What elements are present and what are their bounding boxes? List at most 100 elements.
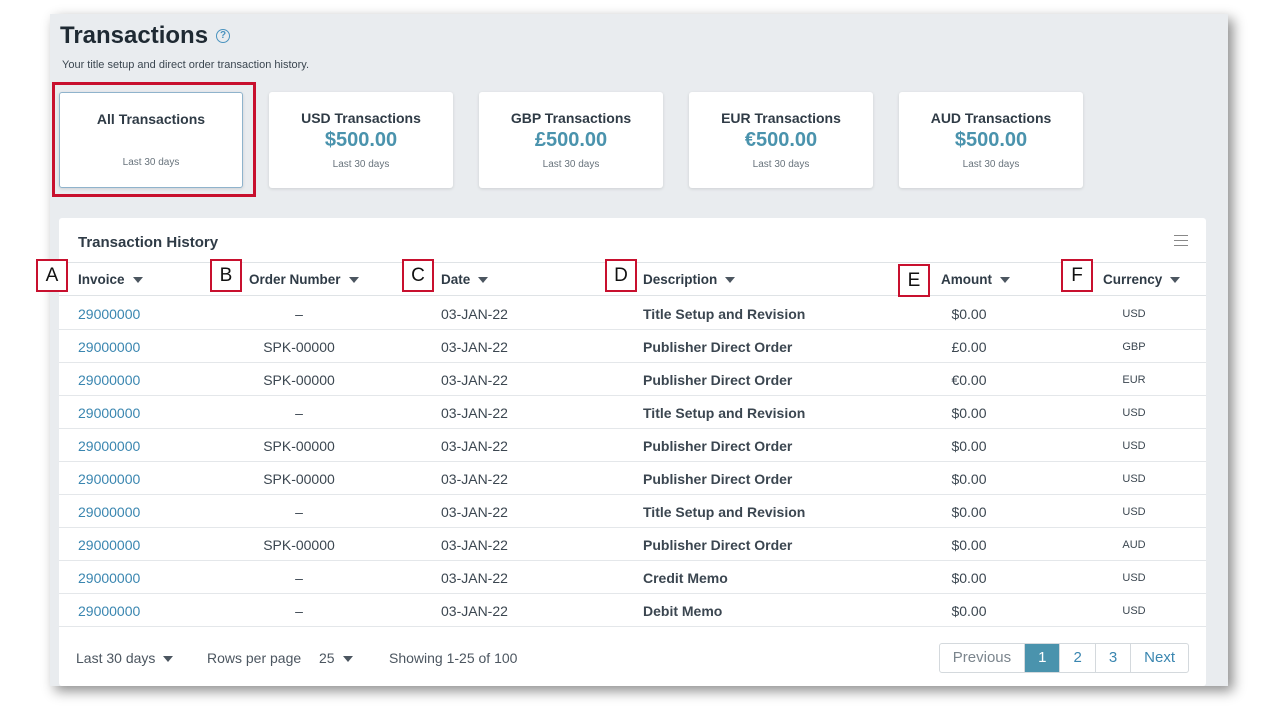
showing-count: Showing 1-25 of 100 bbox=[389, 650, 518, 666]
hamburger-menu-icon[interactable] bbox=[1174, 235, 1188, 246]
callout-marker-e: E bbox=[898, 264, 930, 297]
date-cell: 03-JAN-22 bbox=[441, 537, 508, 553]
sort-caret-icon[interactable] bbox=[1170, 277, 1181, 284]
table-row: 29000000 SPK-00000 03-JAN-22 Publisher Dire… bbox=[59, 429, 1206, 462]
description-cell: Publisher Direct Order bbox=[643, 471, 793, 487]
invoice-link[interactable]: 29000000 bbox=[78, 339, 141, 355]
sort-caret-icon[interactable] bbox=[132, 277, 143, 284]
card-amount: £500.00 bbox=[534, 129, 608, 151]
amount-cell: £0.00 bbox=[951, 339, 987, 355]
order-number-cell: SPK-00000 bbox=[263, 471, 335, 487]
amount-cell: $0.00 bbox=[951, 306, 987, 322]
table-row: 29000000 – 03-JAN-22 Credit Memo $0.00 USD bbox=[59, 561, 1206, 594]
page-button-3[interactable]: 3 bbox=[1094, 644, 1130, 672]
card-title: USD Transactions bbox=[301, 110, 421, 126]
invoice-link[interactable]: 29000000 bbox=[78, 405, 141, 421]
callout-marker-b: B bbox=[210, 259, 242, 292]
page-title-text: Transactions bbox=[60, 22, 209, 49]
table-footer: Last 30 days Rows per page 25 Showing 1-… bbox=[59, 642, 1206, 682]
table-row: 29000000 SPK-00000 03-JAN-22 Publisher Dire… bbox=[59, 528, 1206, 561]
column-header-currency[interactable]: Currency bbox=[1103, 272, 1181, 287]
card-title: GBP Transactions bbox=[510, 110, 632, 126]
date-cell: 03-JAN-22 bbox=[441, 471, 508, 487]
page-button-1[interactable]: 1 bbox=[1024, 644, 1060, 672]
currency-cell: USD bbox=[1122, 440, 1146, 452]
card-gbp-transactions[interactable]: GBP Transactions £500.00 Last 30 days bbox=[479, 92, 663, 188]
app-window: Transactions ? Your title setup and dire… bbox=[50, 14, 1228, 686]
order-number-cell: – bbox=[295, 306, 303, 322]
card-eur-transactions[interactable]: EUR Transactions €500.00 Last 30 days bbox=[689, 92, 873, 188]
page-button-2[interactable]: 2 bbox=[1059, 644, 1094, 672]
help-icon[interactable]: ? bbox=[216, 29, 231, 43]
currency-cell: USD bbox=[1122, 605, 1146, 617]
currency-cell: USD bbox=[1122, 506, 1146, 518]
sort-caret-icon[interactable] bbox=[1000, 277, 1010, 284]
column-header-date[interactable]: Date bbox=[441, 272, 489, 287]
sort-caret-icon[interactable] bbox=[725, 277, 736, 284]
table-row: 29000000 – 03-JAN-22 Title Setup and Revisi… bbox=[59, 297, 1206, 330]
date-cell: 03-JAN-22 bbox=[441, 405, 508, 421]
page-subtitle: Your title setup and direct order transa… bbox=[62, 59, 310, 71]
card-period: Last 30 days bbox=[122, 157, 180, 168]
rows-per-page-label: Rows per page bbox=[207, 650, 302, 666]
card-all-transactions[interactable]: All Transactions Last 30 days bbox=[59, 92, 243, 188]
card-amount: $500.00 bbox=[324, 129, 398, 151]
order-number-cell: SPK-00000 bbox=[263, 372, 335, 388]
sort-caret-icon[interactable] bbox=[348, 277, 359, 284]
date-cell: 03-JAN-22 bbox=[441, 438, 508, 454]
table-row: 29000000 SPK-00000 03-JAN-22 Publisher Dire… bbox=[59, 462, 1206, 495]
date-cell: 03-JAN-22 bbox=[441, 306, 508, 322]
callout-marker-f: F bbox=[1061, 259, 1093, 292]
card-aud-transactions[interactable]: AUD Transactions $500.00 Last 30 days bbox=[899, 92, 1083, 188]
date-cell: 03-JAN-22 bbox=[441, 603, 508, 619]
invoice-link[interactable]: 29000000 bbox=[78, 372, 141, 388]
description-cell: Publisher Direct Order bbox=[643, 537, 793, 553]
description-cell: Title Setup and Revision bbox=[643, 504, 806, 520]
invoice-link[interactable]: 29000000 bbox=[78, 603, 141, 619]
callout-marker-c: C bbox=[402, 259, 434, 292]
order-number-cell: – bbox=[295, 603, 303, 619]
date-cell: 03-JAN-22 bbox=[441, 372, 508, 388]
column-header-order-number[interactable]: Order Number bbox=[249, 272, 359, 287]
description-cell: Title Setup and Revision bbox=[643, 306, 806, 322]
column-header-description[interactable]: Description bbox=[643, 272, 736, 287]
description-cell: Title Setup and Revision bbox=[643, 405, 806, 421]
currency-cell: EUR bbox=[1122, 374, 1146, 386]
order-number-cell: SPK-00000 bbox=[263, 438, 335, 454]
chevron-down-icon[interactable] bbox=[342, 656, 353, 663]
amount-cell: $0.00 bbox=[951, 570, 987, 586]
invoice-link[interactable]: 29000000 bbox=[78, 438, 141, 454]
card-title: EUR Transactions bbox=[721, 110, 841, 126]
amount-cell: $0.00 bbox=[951, 438, 987, 454]
card-usd-transactions[interactable]: USD Transactions $500.00 Last 30 days bbox=[269, 92, 453, 188]
currency-cell: USD bbox=[1122, 308, 1146, 320]
column-header-invoice[interactable]: Invoice bbox=[78, 272, 143, 287]
invoice-link[interactable]: 29000000 bbox=[78, 537, 141, 553]
invoice-link[interactable]: 29000000 bbox=[78, 306, 141, 322]
order-number-cell: SPK-00000 bbox=[263, 537, 335, 553]
callout-marker-d: D bbox=[605, 259, 637, 292]
order-number-cell: – bbox=[295, 570, 303, 586]
description-cell: Publisher Direct Order bbox=[643, 339, 793, 355]
currency-cell: AUD bbox=[1122, 539, 1146, 551]
previous-page-button[interactable]: Previous bbox=[952, 649, 1012, 666]
chevron-down-icon[interactable] bbox=[163, 656, 174, 663]
rows-per-page-select[interactable]: 25 bbox=[319, 650, 353, 666]
table-row: 29000000 – 03-JAN-22 Title Setup and Revisi… bbox=[59, 396, 1206, 429]
invoice-link[interactable]: 29000000 bbox=[78, 504, 141, 520]
transaction-history-panel: Transaction History Invoice Order Number… bbox=[59, 218, 1206, 686]
column-header-amount[interactable]: Amount bbox=[941, 272, 1010, 287]
next-page-button[interactable]: Next bbox=[1130, 644, 1188, 672]
panel-title: Transaction History bbox=[78, 234, 219, 251]
description-cell: Publisher Direct Order bbox=[643, 438, 793, 454]
card-period: Last 30 days bbox=[962, 159, 1020, 170]
card-period: Last 30 days bbox=[542, 159, 600, 170]
sort-caret-icon[interactable] bbox=[478, 277, 489, 284]
invoice-link[interactable]: 29000000 bbox=[78, 471, 141, 487]
period-select[interactable]: Last 30 days bbox=[76, 650, 174, 666]
invoice-link[interactable]: 29000000 bbox=[78, 570, 141, 586]
date-cell: 03-JAN-22 bbox=[441, 339, 508, 355]
card-title: AUD Transactions bbox=[930, 110, 1052, 126]
amount-cell: $0.00 bbox=[951, 405, 987, 421]
description-cell: Credit Memo bbox=[643, 570, 728, 586]
